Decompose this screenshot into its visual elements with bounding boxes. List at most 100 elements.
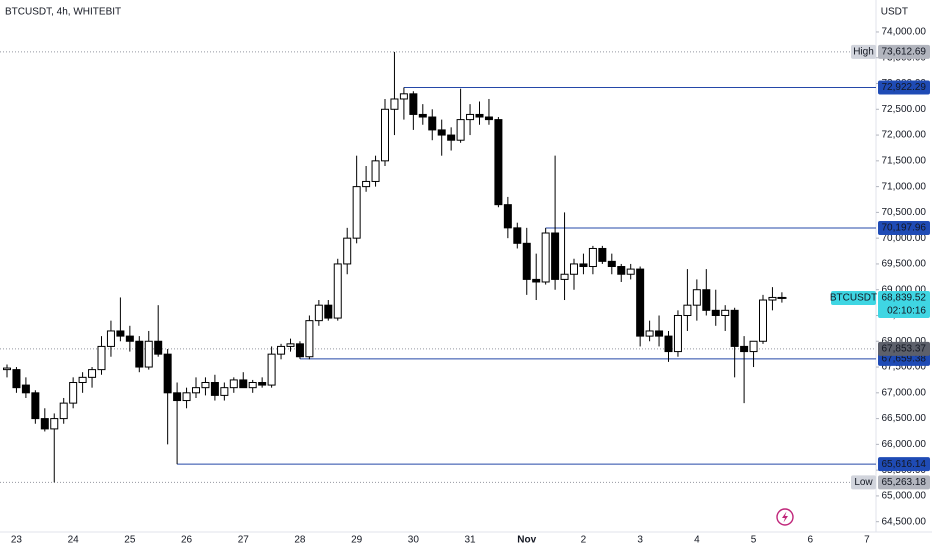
x-tick-label: 2 xyxy=(581,535,587,546)
candle-body xyxy=(683,304,692,316)
candle-body xyxy=(362,180,371,188)
candle-body xyxy=(522,242,531,280)
x-tick-label: 26 xyxy=(181,535,193,546)
candle-body xyxy=(239,379,248,389)
candle-body xyxy=(31,392,40,420)
candle-body xyxy=(21,384,30,394)
high-label: 73,612.69 xyxy=(882,47,927,58)
x-tick-label: 24 xyxy=(68,535,80,546)
x-tick-label: 6 xyxy=(807,535,813,546)
alert-icon[interactable] xyxy=(776,508,794,526)
candle-body xyxy=(381,108,389,162)
candle-body xyxy=(645,330,654,337)
x-tick-label: 30 xyxy=(408,535,420,546)
candle-body xyxy=(286,343,295,347)
candle-body xyxy=(749,340,758,353)
last-price-label: 68,839.52 xyxy=(882,293,927,304)
x-tick-label: 29 xyxy=(351,535,363,546)
candle-body xyxy=(702,289,711,311)
x-tick-label: 25 xyxy=(124,535,136,546)
level-label: 70,197.96 xyxy=(882,223,927,234)
candle-body xyxy=(3,367,11,371)
candle-body xyxy=(541,232,550,283)
candle-body xyxy=(740,345,749,353)
candle-body xyxy=(692,289,701,306)
x-tick-label: 27 xyxy=(238,535,250,546)
candle-body xyxy=(116,330,125,337)
x-tick-label: 4 xyxy=(694,535,700,546)
candle-body xyxy=(192,387,200,394)
candle-body xyxy=(314,304,323,322)
candle-body xyxy=(220,387,229,396)
candle-body xyxy=(343,237,352,265)
candle-body xyxy=(759,299,767,342)
level-label: 67,659.38 xyxy=(882,353,927,364)
candle-body xyxy=(399,93,408,100)
y-tick-label: 72,500.00 xyxy=(882,104,927,115)
y-tick-label: 65,000.00 xyxy=(882,491,927,502)
low-name-box xyxy=(851,475,876,490)
candle-body xyxy=(636,268,645,337)
candle-body xyxy=(607,260,616,268)
level-label: 65,616.14 xyxy=(882,459,927,470)
y-tick-label: 67,000.00 xyxy=(882,387,927,398)
last-price-box xyxy=(878,290,930,318)
candle-body xyxy=(513,227,522,244)
candle-body xyxy=(78,376,87,384)
candle-body xyxy=(456,119,465,141)
y-tick-label: 68,000.00 xyxy=(882,336,927,347)
x-tick-label: 31 xyxy=(464,535,476,546)
candle-body xyxy=(532,278,541,283)
candle-body xyxy=(210,382,219,396)
level-box xyxy=(878,457,930,472)
candle-body xyxy=(730,309,739,347)
candle-body xyxy=(711,309,720,316)
y-tick-label: 70,000.00 xyxy=(882,233,927,244)
candle-body xyxy=(50,418,59,430)
candle-body xyxy=(295,343,304,358)
candle-body xyxy=(163,353,172,394)
level-label: 72,922.29 xyxy=(882,82,927,93)
candle-body xyxy=(371,160,380,182)
candle-body xyxy=(466,113,475,121)
candle-body xyxy=(664,335,673,353)
y-tick-label: 71,000.00 xyxy=(882,181,927,192)
candle-body xyxy=(229,379,238,389)
chart-title: BTCUSDT, 4h, WHITEBIT xyxy=(5,7,121,18)
candle-body xyxy=(248,382,257,389)
candle-body xyxy=(598,247,607,262)
candle-body xyxy=(135,340,144,368)
candle-body xyxy=(418,113,427,118)
candle-body xyxy=(258,382,267,386)
y-tick-label: 71,500.00 xyxy=(882,155,927,166)
countdown-label: 02:10:16 xyxy=(887,306,926,317)
candle-body xyxy=(182,392,191,402)
x-tick-label: 3 xyxy=(637,535,643,546)
candle-body xyxy=(324,304,333,319)
candle-body xyxy=(570,263,578,275)
candle-body xyxy=(154,340,163,355)
y-tick-label: 70,500.00 xyxy=(882,207,927,218)
y-tick-label: 69,500.00 xyxy=(882,259,927,270)
candle-body xyxy=(551,232,560,280)
reference-label: 67,853.37 xyxy=(882,343,927,354)
level-box xyxy=(878,80,930,95)
candle-body xyxy=(655,330,664,337)
y-tick-label: 66,500.00 xyxy=(882,413,927,424)
candle-body xyxy=(588,247,597,268)
y-tick-label: 69,000.00 xyxy=(882,284,927,295)
y-tick-label: 72,000.00 xyxy=(882,130,927,141)
low-box xyxy=(878,475,930,490)
candle-body xyxy=(106,330,115,347)
currency-label: USDT xyxy=(881,7,908,18)
x-tick-label: 7 xyxy=(864,535,870,546)
candle-body xyxy=(428,116,437,131)
level-box xyxy=(878,220,930,235)
y-tick-label: 66,000.00 xyxy=(882,439,927,450)
candle-body xyxy=(484,116,493,121)
candle-body xyxy=(475,113,484,118)
candle-body xyxy=(447,134,456,141)
candle-body xyxy=(305,320,314,358)
symbol-box xyxy=(831,290,876,305)
